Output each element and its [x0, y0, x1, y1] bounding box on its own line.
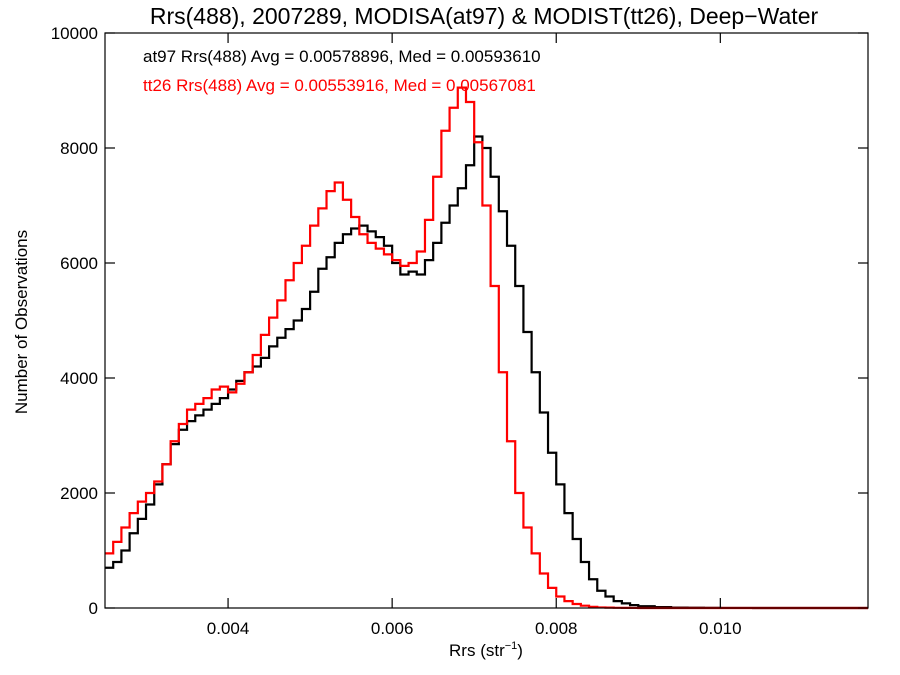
plot-frame — [104, 32, 869, 609]
y-tick-label: 6000 — [60, 254, 98, 273]
y-tick-label: 2000 — [60, 484, 98, 503]
x-tick-label: 0.004 — [207, 619, 250, 638]
stats-annotation-1: at97 Rrs(488) Avg = 0.00578896, Med = 0.… — [143, 47, 541, 66]
y-tick-label: 8000 — [60, 139, 98, 158]
y-tick-label: 10000 — [51, 24, 98, 43]
series-line-1 — [105, 135, 868, 610]
plot-layer: 0 2000 4000 6000 8000 10000 0.004 0.006 0.008 0.0… — [51, 24, 869, 638]
stats-annotation-2: tt26 Rrs(488) Avg = 0.00553916, Med = 0.… — [143, 76, 536, 95]
series-line-2 — [105, 86, 868, 610]
chart-title: Rrs(488), 2007289, MODISA(at97) & MODIST… — [150, 3, 819, 29]
y-axis-label: Number of Observations — [12, 230, 31, 414]
x-tick-label: 0.008 — [535, 619, 578, 638]
x-tick-label: 0.010 — [699, 619, 742, 638]
y-tick-label: 4000 — [60, 369, 98, 388]
y-tick-label: 0 — [89, 599, 98, 618]
x-axis-label: Rrs (str−1) — [449, 640, 523, 660]
x-tick-label: 0.006 — [371, 619, 414, 638]
